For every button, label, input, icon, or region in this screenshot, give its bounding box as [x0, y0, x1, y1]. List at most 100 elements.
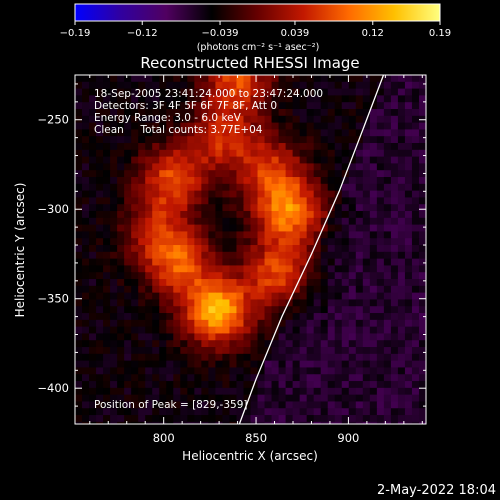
heatmap-cell — [166, 306, 174, 314]
heatmap-cell — [341, 415, 350, 423]
heatmap-cell — [89, 190, 97, 199]
heatmap-cell — [426, 75, 434, 82]
heatmap-cell — [292, 183, 301, 192]
heatmap-cell — [355, 408, 364, 416]
heatmap-cell — [173, 217, 181, 226]
heatmap-cell — [348, 340, 357, 348]
heatmap-cell — [397, 347, 406, 355]
heatmap-cell — [138, 408, 146, 416]
heatmap-cell — [103, 136, 111, 144]
heatmap-cell — [433, 157, 441, 164]
heatmap-cell — [341, 75, 350, 83]
heatmap-cell — [180, 285, 188, 294]
heatmap-cell — [257, 129, 266, 137]
heatmap-cell — [215, 367, 224, 375]
heatmap-cell — [152, 217, 160, 226]
heatmap-cell — [208, 224, 216, 233]
heatmap-cell — [152, 292, 160, 301]
heatmap-cell — [89, 374, 97, 382]
heatmap-cell — [75, 333, 83, 341]
heatmap-cell — [159, 285, 167, 294]
heatmap-cell — [397, 381, 406, 389]
heatmap-cell — [397, 333, 406, 341]
heatmap-cell — [152, 136, 160, 144]
heatmap-cell — [138, 347, 146, 355]
heatmap-cell — [159, 408, 167, 416]
heatmap-cell — [341, 136, 350, 144]
heatmap-cell — [334, 143, 343, 151]
heatmap-cell — [426, 265, 434, 272]
heatmap-cell — [433, 197, 441, 204]
heatmap-cell — [404, 190, 413, 199]
heatmap-cell — [124, 102, 132, 110]
heatmap-cell — [138, 319, 146, 328]
colorbar-tick-label: −0.039 — [202, 28, 239, 39]
heatmap-cell — [180, 292, 188, 301]
heatmap-cell — [278, 421, 287, 424]
heatmap-cell — [152, 401, 160, 409]
heatmap-cell — [299, 401, 308, 409]
heatmap-cell — [110, 387, 118, 396]
heatmap-cell — [117, 340, 125, 348]
heatmap-cell — [348, 245, 357, 253]
heatmap-cell — [222, 319, 231, 328]
heatmap-cell — [433, 211, 441, 218]
heatmap-cell — [426, 259, 434, 266]
heatmap-cell — [348, 88, 357, 96]
heatmap-cell — [194, 387, 202, 396]
heatmap-cell — [187, 387, 195, 396]
heatmap-cell — [390, 387, 399, 396]
heatmap-cell — [117, 251, 125, 260]
heatmap-cell — [96, 177, 104, 185]
heatmap-cell — [82, 156, 90, 165]
heatmap-cell — [264, 408, 273, 416]
heatmap-cell — [376, 292, 385, 301]
heatmap-cell — [369, 347, 378, 355]
heatmap-cell — [313, 387, 322, 396]
heatmap-cell — [82, 353, 90, 362]
heatmap-cell — [131, 265, 139, 273]
heatmap-cell — [215, 211, 224, 219]
heatmap-cell — [299, 122, 308, 131]
heatmap-cell — [433, 136, 441, 143]
heatmap-cell — [313, 299, 322, 307]
heatmap-cell — [222, 285, 231, 294]
heatmap-cell — [82, 319, 90, 328]
heatmap-cell — [243, 109, 252, 117]
heatmap-cell — [187, 326, 195, 335]
heatmap-cell — [327, 143, 336, 151]
heatmap-cell — [166, 102, 174, 110]
heatmap-cell — [117, 258, 125, 267]
heatmap-cell — [264, 224, 273, 233]
heatmap-cell — [110, 204, 118, 212]
heatmap-cell — [201, 333, 209, 341]
heatmap-cell — [404, 163, 413, 171]
heatmap-cell — [334, 347, 343, 355]
heatmap-cell — [264, 177, 273, 185]
heatmap-cell — [117, 367, 125, 375]
heatmap-cell — [264, 129, 273, 137]
heatmap-cell — [180, 204, 188, 212]
heatmap-cell — [362, 374, 371, 382]
heatmap-cell — [82, 347, 90, 355]
heatmap-cell — [418, 306, 426, 314]
heatmap-cell — [292, 347, 301, 355]
heatmap-cell — [426, 170, 434, 177]
heatmap-cell — [334, 95, 343, 103]
heatmap-cell — [362, 238, 371, 246]
heatmap-cell — [390, 197, 399, 205]
heatmap-cell — [194, 190, 202, 199]
heatmap-cell — [327, 170, 336, 178]
heatmap-cell — [159, 197, 167, 205]
heatmap-cell — [334, 75, 343, 83]
heatmap-cell — [117, 279, 125, 287]
heatmap-cell — [383, 374, 392, 382]
heatmap-cell — [320, 183, 329, 192]
heatmap-cell — [327, 183, 336, 192]
heatmap-cell — [404, 381, 413, 389]
heatmap-cell — [180, 401, 188, 409]
heatmap-cell — [292, 326, 301, 335]
heatmap-cell — [411, 163, 420, 171]
heatmap-cell — [390, 224, 399, 233]
